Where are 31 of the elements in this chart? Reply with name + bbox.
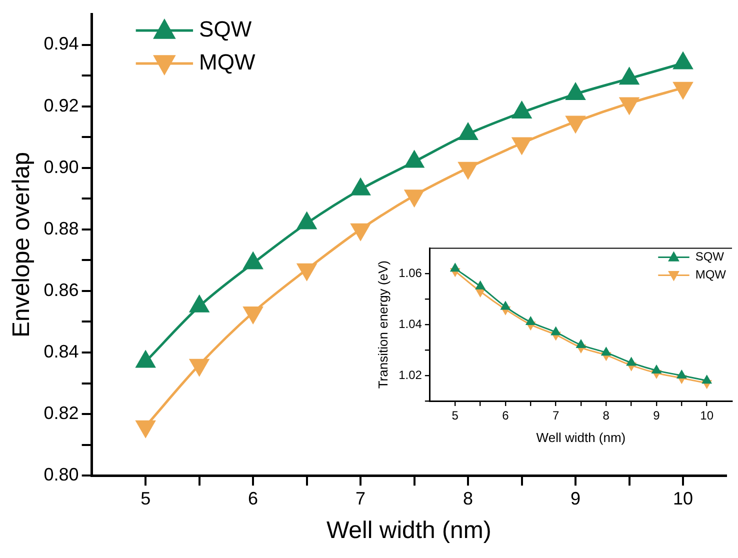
y-tick-label: 0.80	[44, 464, 79, 485]
legend-label: MQW	[199, 50, 256, 75]
legend-label: MQW	[695, 268, 727, 282]
x-tick-label: 9	[570, 488, 581, 508]
y-tick-label: 0.82	[44, 403, 79, 424]
y-tick-label: 0.84	[44, 341, 79, 362]
x-tick-label: 8	[602, 408, 610, 423]
x-axis-title: Well width (nm)	[326, 517, 492, 544]
x-axis-title: Well width (nm)	[536, 430, 626, 445]
y-tick-label: 0.92	[44, 95, 79, 116]
x-tick-label: 9	[653, 408, 660, 423]
x-tick-label: 7	[552, 408, 560, 423]
x-tick-label: 5	[140, 488, 151, 508]
y-tick-label: 0.88	[44, 218, 79, 238]
x-tick-label: 8	[463, 488, 474, 508]
x-tick-label: 7	[356, 488, 366, 508]
y-axis-title: Transition energy (eV)	[375, 260, 390, 389]
x-tick-label: 5	[452, 408, 459, 423]
x-tick-label: 10	[700, 408, 714, 423]
y-axis-title: Envelope overlap	[8, 152, 36, 338]
y-tick-label: 0.94	[44, 34, 79, 54]
x-tick-label: 6	[248, 488, 258, 508]
y-tick-label: 0.86	[44, 280, 79, 300]
x-tick-label: 6	[502, 408, 510, 423]
y-tick-label: 1.06	[398, 266, 422, 280]
y-tick-label: 1.02	[398, 368, 422, 382]
legend-label: SQW	[695, 250, 725, 264]
x-tick-label: 10	[672, 488, 694, 508]
y-tick-label: 0.90	[44, 156, 79, 177]
legend-label: SQW	[199, 16, 252, 42]
y-tick-label: 1.04	[398, 316, 422, 331]
